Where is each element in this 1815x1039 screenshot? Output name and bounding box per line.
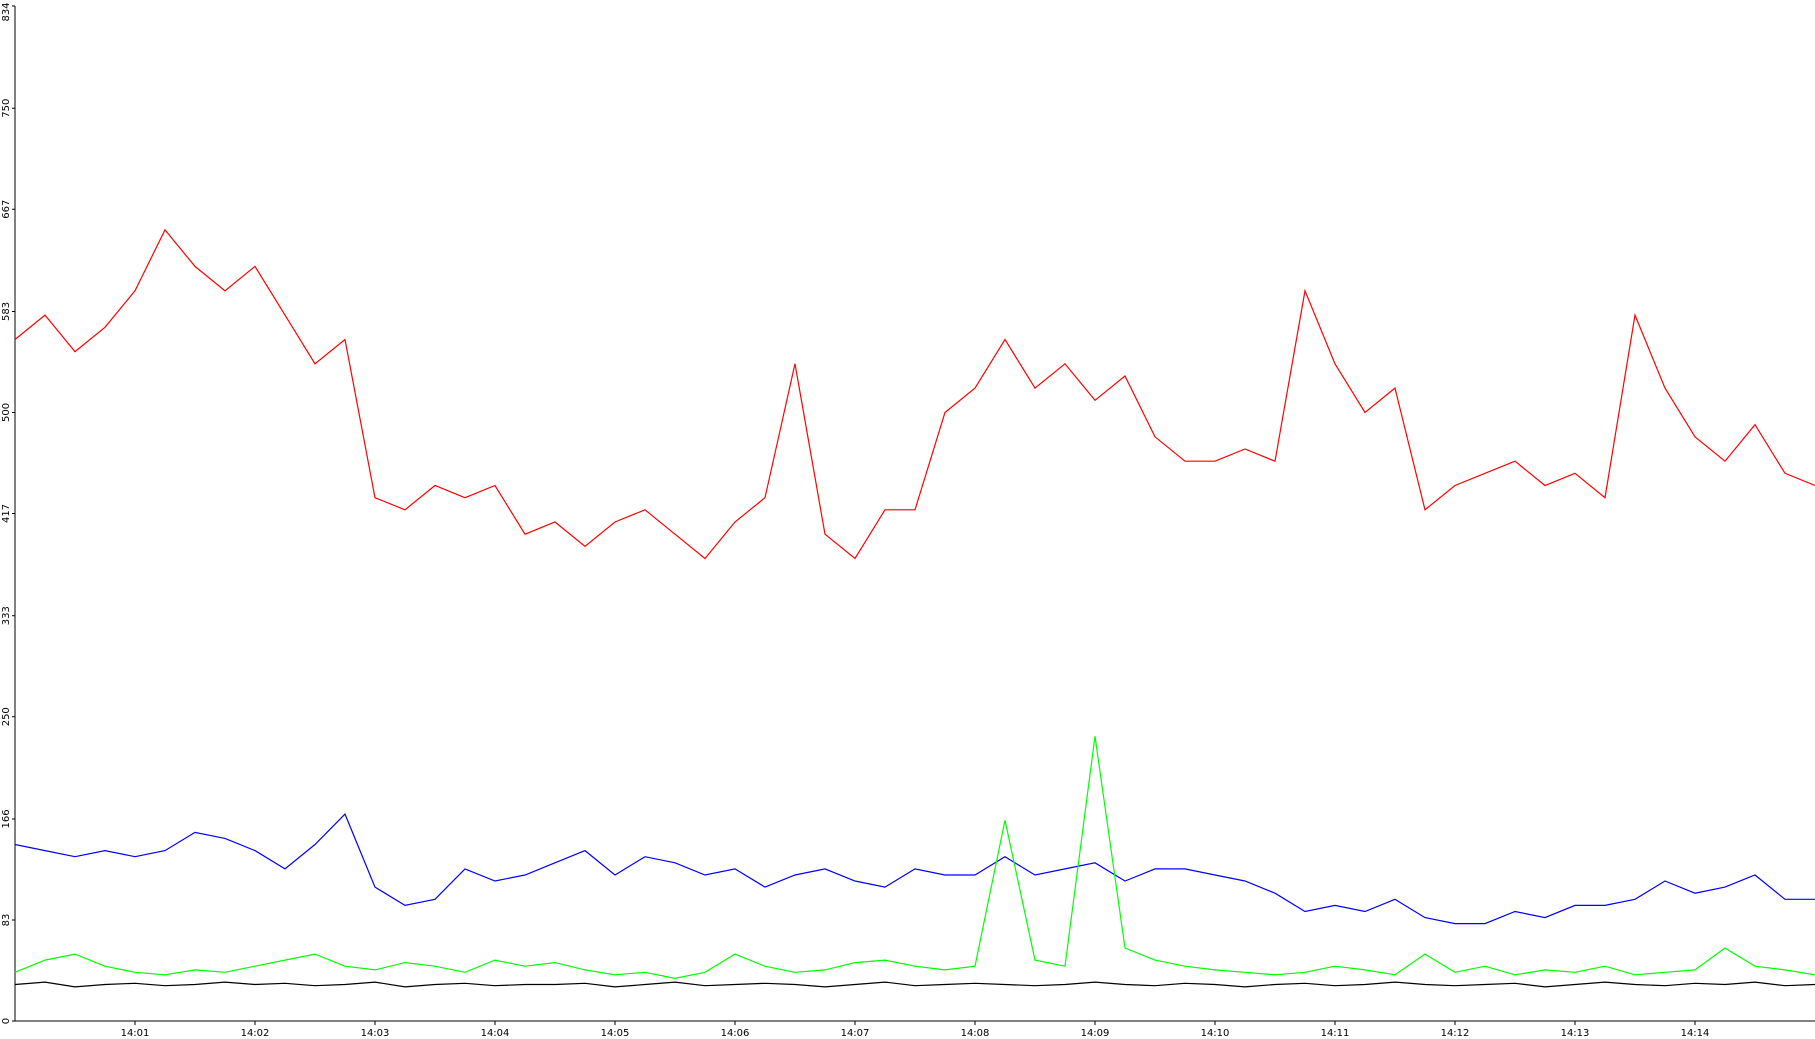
series-line xyxy=(14,981,1815,988)
x-tick-label: 14:10 xyxy=(1201,1028,1230,1039)
x-tick-label: 14:03 xyxy=(361,1028,390,1039)
series-line xyxy=(14,736,1815,980)
y-tick-label: 834 xyxy=(1,2,12,21)
x-tick-label: 14:09 xyxy=(1081,1028,1110,1039)
x-tick-label: 14:07 xyxy=(841,1028,870,1039)
y-tick-label: 0 xyxy=(1,1018,12,1024)
x-tick-label: 14:08 xyxy=(961,1028,990,1039)
x-tick-label: 14:14 xyxy=(1681,1028,1710,1039)
x-tick-label: 14:04 xyxy=(481,1028,510,1039)
y-tick-label: 500 xyxy=(1,403,12,422)
y-tick-label: 417 xyxy=(1,504,12,523)
y-tick-label: 250 xyxy=(1,707,12,726)
x-tick-label: 14:05 xyxy=(601,1028,630,1039)
x-tick-label: 14:01 xyxy=(121,1028,150,1039)
x-tick-label: 14:12 xyxy=(1441,1028,1470,1039)
x-tick-label: 14:11 xyxy=(1321,1028,1350,1039)
y-tick-label: 166 xyxy=(1,809,12,828)
x-tick-label: 14:06 xyxy=(721,1028,750,1039)
x-tick-label: 14:13 xyxy=(1561,1028,1590,1039)
y-tick-label: 333 xyxy=(1,606,12,625)
y-tick-label: 750 xyxy=(1,99,12,118)
series-line xyxy=(14,228,1815,560)
x-tick-label: 14:02 xyxy=(241,1028,270,1039)
y-tick-label: 667 xyxy=(1,200,12,219)
series-line xyxy=(14,813,1815,925)
y-tick-label: 83 xyxy=(1,914,12,927)
y-tick-label: 583 xyxy=(1,302,12,321)
